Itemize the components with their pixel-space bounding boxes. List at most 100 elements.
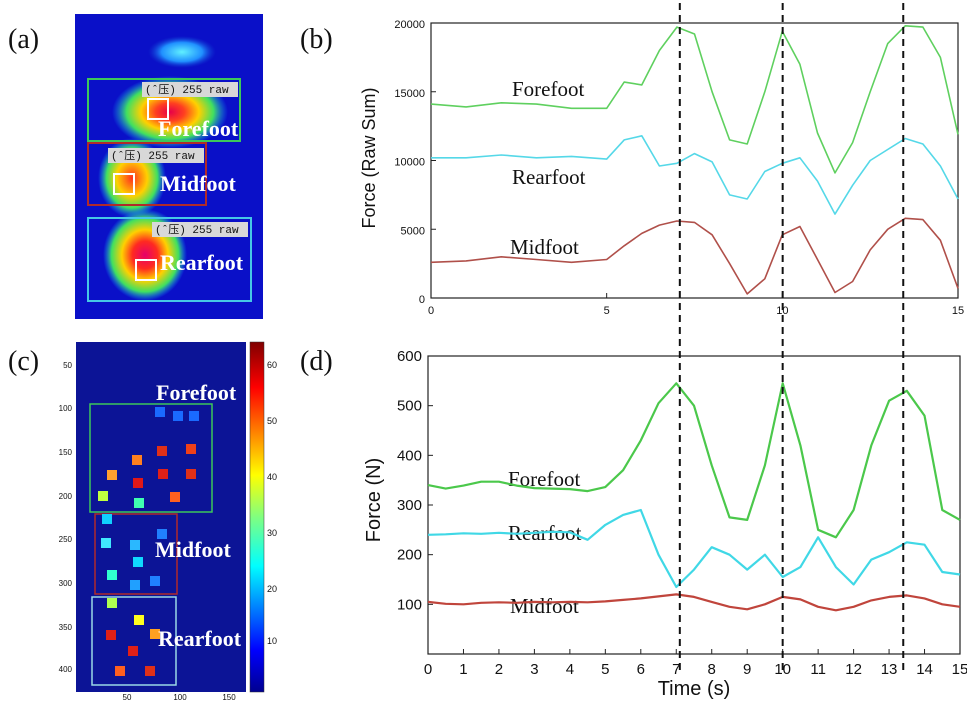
forefoot-tag-bg xyxy=(142,82,238,97)
panel-c-rearfoot-label: Rearfoot xyxy=(158,626,242,651)
panel-d-x-tick-label: 4 xyxy=(566,661,574,678)
panel-a-pressure-image: (ˆ压) 255 raw (ˆ压) 255 raw (ˆ压) 255 raw F… xyxy=(75,14,263,319)
sensor-cell xyxy=(145,666,155,676)
sensor-cell xyxy=(107,470,117,480)
panel-b-series-forefoot-line xyxy=(430,25,959,174)
sensor-cell xyxy=(130,580,140,590)
panel-b-series-midfoot-line xyxy=(430,217,959,295)
rearfoot-region-box xyxy=(87,217,252,302)
panel-b-x-tick-label: 10 xyxy=(776,305,788,317)
panel-d-y-tick-label: 200 xyxy=(397,547,422,564)
sensor-cell xyxy=(150,576,160,586)
panel-b-y-tick-label: 20000 xyxy=(394,19,425,31)
sensor-cell xyxy=(189,411,199,421)
panel-d-series-midfoot-line xyxy=(427,593,961,612)
sensor-cell xyxy=(158,469,168,479)
sensor-cell xyxy=(101,538,111,548)
panel-c-y-tick: 200 xyxy=(59,492,73,501)
panel-b-y-tick-label: 5000 xyxy=(401,225,425,237)
panel-d-chart: Force (N) Time (s) Forefoot Rearfoot Mid… xyxy=(363,348,967,700)
panel-d-series-forefoot-line xyxy=(427,382,961,539)
panel-b-chart: Force (Raw Sum) Forefoot Rearfoot Midfoo… xyxy=(359,19,964,317)
midfoot-region-box xyxy=(87,142,207,206)
panel-b-series-rearfoot-line xyxy=(431,135,959,215)
colorbar-tick: 50 xyxy=(267,416,277,426)
sensor-cell xyxy=(106,630,116,640)
panel-c-midfoot-label: Midfoot xyxy=(155,537,231,562)
panel-label-d: (d) xyxy=(300,346,333,377)
panel-d-x-tick-label: 13 xyxy=(881,661,898,678)
panel-d-x-tick-label: 5 xyxy=(601,661,609,678)
colorbar-tick: 10 xyxy=(267,636,277,646)
panel-c-y-tick: 250 xyxy=(59,535,73,544)
panel-c-y-tick: 50 xyxy=(63,361,72,370)
panel-d-y-tick-label: 400 xyxy=(397,447,422,464)
panel-d-x-tick-label: 2 xyxy=(495,661,503,678)
panel-d-series-rearfoot-line xyxy=(427,508,961,589)
panel-c-y-tick: 150 xyxy=(59,448,73,457)
panel-b-x-tick-label: 5 xyxy=(604,305,610,317)
panel-d-x-tick-label: 8 xyxy=(708,661,716,678)
panel-c-x-tick: 100 xyxy=(173,693,187,702)
panel-b-rearfoot-series-label: Rearfoot xyxy=(512,165,586,189)
sensor-cell xyxy=(98,491,108,501)
colorbar-tick: 20 xyxy=(267,584,277,594)
panel-d-x-tick-label: 7 xyxy=(672,661,680,678)
panel-b-x-tick-label: 15 xyxy=(952,305,964,317)
panel-d-y-tick-label: 100 xyxy=(397,596,422,613)
rearfoot-marker xyxy=(135,259,157,281)
sensor-cell xyxy=(107,570,117,580)
sensor-cell xyxy=(107,598,117,608)
panel-a-forefoot-label: Forefoot xyxy=(158,116,239,141)
panel-c-x-tick: 50 xyxy=(123,693,132,702)
sensor-cell xyxy=(186,444,196,454)
sensor-cell xyxy=(132,455,142,465)
panel-label-a: (a) xyxy=(8,24,39,55)
panel-d-midfoot-series-label: Midfoot xyxy=(510,594,579,618)
panel-b-y-tick-label: 15000 xyxy=(394,88,425,100)
sensor-cell xyxy=(134,498,144,508)
panel-a-rearfoot-label: Rearfoot xyxy=(160,250,244,275)
panel-label-c: (c) xyxy=(8,346,39,377)
panel-c-y-tick: 350 xyxy=(59,623,73,632)
midfoot-tag-bg xyxy=(108,148,204,163)
panel-d-x-tick-label: 11 xyxy=(810,661,826,678)
panel-d-x-axis-label: Time (s) xyxy=(658,678,731,700)
sensor-cell xyxy=(133,557,143,567)
sensor-cell xyxy=(170,492,180,502)
sensor-cells xyxy=(98,407,199,676)
panel-b-forefoot-series-label: Forefoot xyxy=(512,77,584,101)
colorbar xyxy=(249,341,265,693)
panel-b-y-tick-label: 10000 xyxy=(394,157,425,169)
panel-b-x-tick-label: 0 xyxy=(428,305,434,317)
forefoot-sensor-box xyxy=(89,403,213,513)
panel-c-x-tick: 150 xyxy=(222,693,236,702)
sensor-cell xyxy=(186,469,196,479)
panel-c-y-tick: 100 xyxy=(59,404,73,413)
sensor-cell xyxy=(157,446,167,456)
panel-d-x-tick-label: 0 xyxy=(424,661,432,678)
midfoot-tag: (ˆ压) 255 raw xyxy=(111,149,195,163)
rearfoot-sensor-box xyxy=(91,596,177,686)
sensor-cell xyxy=(128,646,138,656)
midfoot-sensor-box xyxy=(94,513,178,595)
rearfoot-tag-bg xyxy=(152,222,248,237)
panel-b-midfoot-series-label: Midfoot xyxy=(510,235,579,259)
panel-d-x-tick-label: 15 xyxy=(952,661,967,678)
forefoot-tag: (ˆ压) 255 raw xyxy=(145,83,229,97)
sensor-cell xyxy=(157,529,167,539)
panel-c-sensor-map: Forefoot Midfoot Rearfoot 50 100 150 200… xyxy=(59,341,277,702)
panel-c-y-tick: 300 xyxy=(59,579,73,588)
panel-d-y-tick-label: 600 xyxy=(397,348,422,365)
sensor-cell xyxy=(173,411,183,421)
sensor-cell xyxy=(134,615,144,625)
sensor-cell xyxy=(130,540,140,550)
midfoot-marker xyxy=(113,173,135,195)
panel-d-x-tick-label: 12 xyxy=(845,661,862,678)
panel-d-y-axis-label: Force (N) xyxy=(363,458,385,542)
panel-c-forefoot-label: Forefoot xyxy=(156,380,237,405)
panel-label-b: (b) xyxy=(300,24,333,55)
panel-d-x-tick-label: 3 xyxy=(530,661,538,678)
panel-d-x-tick-label: 9 xyxy=(743,661,751,678)
